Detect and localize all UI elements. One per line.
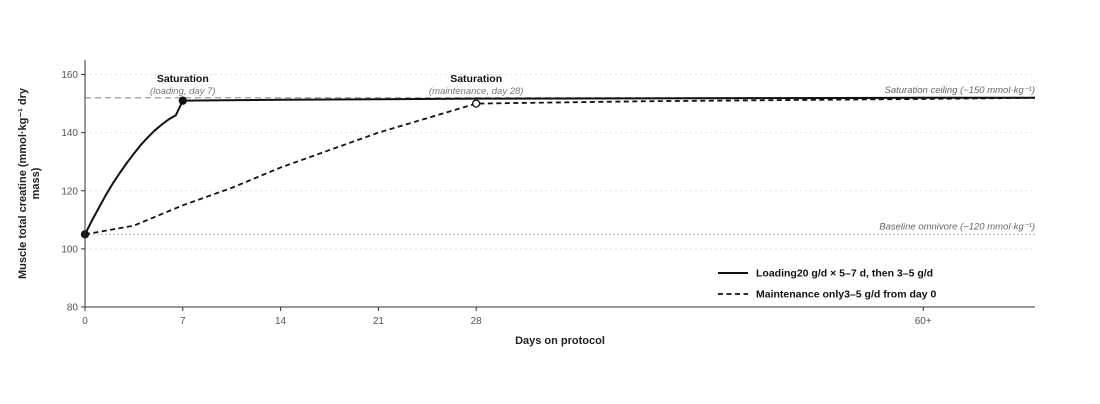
x-tick-label: 28 bbox=[471, 316, 483, 327]
y-tick-label: 80 bbox=[67, 303, 79, 314]
x-tick-label: 0 bbox=[82, 316, 88, 327]
y-tick-label: 120 bbox=[61, 186, 78, 197]
series-line bbox=[84, 96, 1035, 235]
reference-line-label: Baseline omnivore (~120 mmol·kg⁻¹) bbox=[879, 221, 1035, 232]
annotation-title: Saturation bbox=[157, 73, 209, 85]
data-marker bbox=[472, 99, 481, 108]
legend: Loading20 g/d × 5–7 d, then 3–5 g/d Maint… bbox=[718, 268, 936, 301]
markers-layer bbox=[80, 96, 481, 239]
reference-line-label: Saturation ceiling (~150 mmol·kg⁻¹) bbox=[885, 85, 1035, 96]
x-tick-label: 21 bbox=[373, 316, 385, 327]
x-tick-label: 14 bbox=[275, 316, 287, 327]
annotations: Saturation(loading, day 7)Saturation(mai… bbox=[150, 73, 523, 97]
grid-layer bbox=[85, 74, 1035, 250]
annotation-title: Saturation bbox=[450, 73, 502, 85]
reference-lines: Saturation ceiling (~150 mmol·kg⁻¹) Basel… bbox=[85, 85, 1035, 235]
axes bbox=[84, 60, 1035, 308]
legend-label: Loading20 g/d × 5–7 d, then 3–5 g/d bbox=[756, 268, 933, 280]
x-tick-label: 7 bbox=[180, 316, 186, 327]
y-axis-title-line: Muscle total creatine (mmol·kg⁻¹ dry bbox=[17, 87, 29, 279]
data-marker bbox=[178, 96, 187, 105]
series-line bbox=[84, 96, 1036, 236]
y-axis-title-line: mass) bbox=[30, 167, 42, 199]
legend-label: Maintenance only3–5 g/d from day 0 bbox=[756, 289, 936, 301]
annotation-subtitle: (loading, day 7) bbox=[150, 86, 215, 97]
x-axis-title: Days on protocol bbox=[515, 335, 605, 347]
y-tick-label: 140 bbox=[61, 128, 78, 139]
series-layer bbox=[84, 96, 1036, 236]
annotation-subtitle: (maintenance, day 28) bbox=[429, 86, 524, 97]
y-tick-label: 100 bbox=[61, 244, 78, 255]
y-tick-label: 160 bbox=[61, 70, 78, 81]
y-axis-title: Muscle total creatine (mmol·kg⁻¹ drymass… bbox=[17, 87, 42, 279]
x-tick-label: 60+ bbox=[915, 316, 932, 327]
ticks: 80 100 120 140 160 0 7 14 21 28 60+ bbox=[61, 70, 932, 327]
